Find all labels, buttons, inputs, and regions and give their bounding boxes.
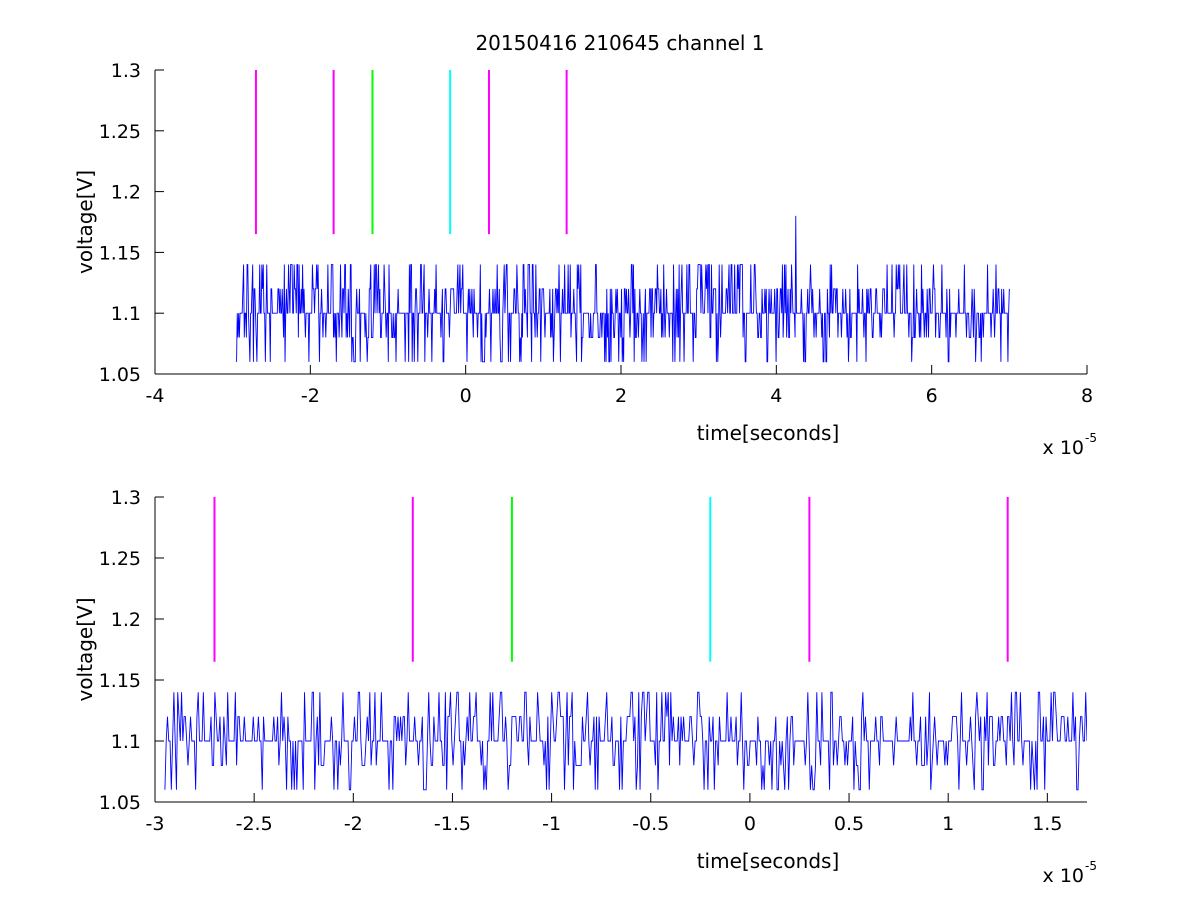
x-tick-label: 0	[460, 385, 472, 407]
x-tick-label: 0	[744, 813, 756, 835]
voltage-trace	[236, 215, 1010, 363]
x-axis-label: time[seconds]	[697, 421, 840, 445]
bottom-plot: -3 -2.5 -2 -1.5 -1 -0.5 0 0.5 1 1.5 1.05 1.1 1.15 1.2…	[73, 487, 1097, 887]
y-tick-label: 1.3	[111, 487, 141, 509]
y-tick-label: 1.05	[99, 364, 141, 386]
x-axis-multiplier-exponent: -5	[1085, 431, 1097, 445]
y-tick-label: 1.2	[111, 609, 141, 631]
x-axis-label: time[seconds]	[697, 849, 840, 873]
x-tick-label: -2	[301, 385, 320, 407]
y-tick-label: 1.25	[99, 548, 141, 570]
x-axis-multiplier: x 10	[1043, 437, 1084, 459]
x-tick-label: 1.5	[1032, 813, 1062, 835]
x-tick-label: 0.5	[834, 813, 864, 835]
x-tick-label: 1	[942, 813, 954, 835]
y-tick-label: 1.1	[111, 731, 141, 753]
x-tick-label: -4	[146, 385, 165, 407]
y-tick-label: 1.25	[99, 121, 141, 143]
y-tick-label: 1.1	[111, 303, 141, 325]
x-tick-label: 6	[926, 385, 938, 407]
top-plot: -4 -2 0 2 4 6 8 1.05 1.1 1.15 1.2 1.25 1.3 time[secon…	[73, 60, 1097, 459]
x-tick-label: -3	[146, 813, 165, 835]
y-tick-label: 1.3	[111, 60, 141, 82]
x-tick-label: 8	[1081, 385, 1093, 407]
x-tick-label: -2	[344, 813, 363, 835]
x-axis-multiplier: x 10	[1043, 865, 1084, 887]
x-tick-label: -1.5	[434, 813, 471, 835]
voltage-trace	[164, 691, 1087, 791]
x-tick-label: 2	[615, 385, 627, 407]
y-axis-label: voltage[V]	[73, 170, 97, 274]
x-tick-label: -2.5	[236, 813, 273, 835]
x-tick-label: -0.5	[632, 813, 669, 835]
x-tick-label: 4	[770, 385, 782, 407]
y-axis-label: voltage[V]	[73, 597, 97, 701]
x-axis-multiplier-exponent: -5	[1085, 859, 1097, 873]
x-tick-label: -1	[542, 813, 561, 835]
y-tick-label: 1.15	[99, 242, 141, 264]
y-tick-label: 1.05	[99, 792, 141, 814]
y-tick-label: 1.15	[99, 670, 141, 692]
figure-title: 20150416 210645 channel 1	[475, 31, 764, 55]
y-tick-label: 1.2	[111, 182, 141, 204]
